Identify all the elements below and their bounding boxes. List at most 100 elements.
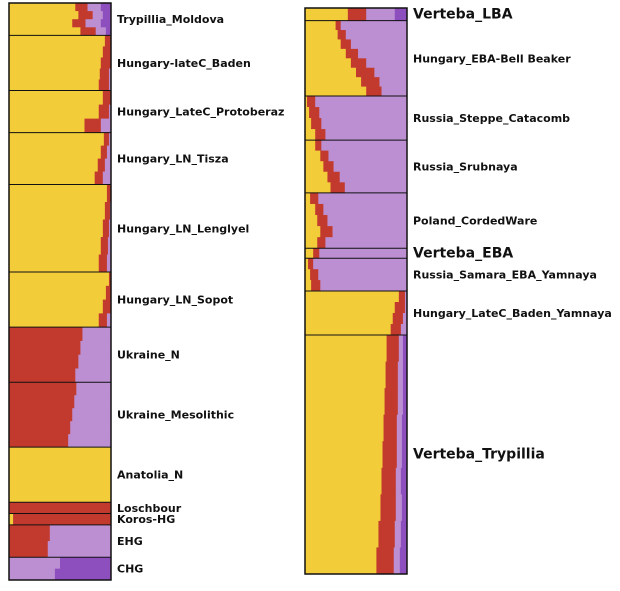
red-ancestry-segment xyxy=(383,414,398,442)
population-verteba-trypillia xyxy=(305,335,408,575)
red-ancestry-segment xyxy=(356,67,375,78)
yellow-ancestry-segment xyxy=(9,35,106,47)
red-ancestry-segment xyxy=(9,408,73,422)
lilac-ancestry-segment xyxy=(402,313,408,325)
lilac-ancestry-segment xyxy=(92,11,104,20)
red-ancestry-segment xyxy=(78,11,94,20)
red-ancestry-segment xyxy=(394,302,406,314)
yellow-ancestry-segment xyxy=(305,67,357,78)
yellow-ancestry-segment xyxy=(9,19,73,28)
purple-ancestry-segment xyxy=(401,441,408,469)
red-ancestry-segment xyxy=(376,547,395,575)
yellow-ancestry-segment xyxy=(9,237,102,255)
yellow-ancestry-segment xyxy=(9,184,108,203)
yellow-ancestry-segment xyxy=(305,291,400,303)
lilac-ancestry-segment xyxy=(82,327,112,342)
lilac-ancestry-segment xyxy=(397,388,404,416)
lilac-ancestry-segment xyxy=(106,313,112,328)
yellow-ancestry-segment xyxy=(305,280,312,292)
lilac-ancestry-segment xyxy=(75,368,112,383)
population-poland-cordedware xyxy=(305,192,408,249)
yellow-ancestry-segment xyxy=(305,48,347,59)
population-hungary-eba-bell-beaker xyxy=(305,20,408,97)
yellow-ancestry-segment xyxy=(9,3,76,12)
lilac-ancestry-segment xyxy=(68,434,112,448)
lilac-ancestry-segment xyxy=(100,118,112,134)
yellow-ancestry-segment xyxy=(305,86,367,97)
red-ancestry-segment xyxy=(104,202,111,220)
lilac-ancestry-segment xyxy=(108,219,112,238)
lilac-ancestry-segment xyxy=(108,79,112,91)
red-ancestry-segment xyxy=(307,96,316,108)
red-ancestry-segment xyxy=(106,184,112,203)
lilac-ancestry-segment xyxy=(381,86,408,97)
yellow-ancestry-segment xyxy=(305,388,385,416)
yellow-ancestry-segment xyxy=(9,145,102,159)
yellow-ancestry-segment xyxy=(9,272,110,287)
yellow-ancestry-segment xyxy=(305,269,311,281)
population-label: Poland_CordedWare xyxy=(413,215,537,228)
lilac-ancestry-segment xyxy=(95,27,107,36)
purple-ancestry-segment xyxy=(401,414,408,442)
lilac-ancestry-segment xyxy=(319,248,408,259)
population-label: Ukraine_N xyxy=(117,349,180,362)
red-ancestry-segment xyxy=(310,269,319,281)
population-russia-samara-eba-yamnaya xyxy=(305,258,408,292)
population-label: Hungary_LN_Tisza xyxy=(117,153,229,166)
red-ancestry-segment xyxy=(313,248,320,259)
population-label: Verteba_EBA xyxy=(413,245,513,261)
yellow-ancestry-segment xyxy=(305,494,381,522)
lilac-ancestry-segment xyxy=(72,408,112,422)
yellow-ancestry-segment xyxy=(9,254,100,273)
yellow-ancestry-segment xyxy=(305,361,386,389)
red-ancestry-segment xyxy=(384,388,399,416)
lilac-ancestry-segment xyxy=(395,467,402,495)
yellow-ancestry-segment xyxy=(305,215,318,227)
red-ancestry-segment xyxy=(9,368,76,383)
yellow-ancestry-segment xyxy=(9,118,85,134)
lilac-ancestry-segment xyxy=(358,48,408,59)
red-ancestry-segment xyxy=(315,203,324,216)
population-label: Verteba_Trypillia xyxy=(413,447,545,463)
yellow-ancestry-segment xyxy=(9,104,100,120)
red-ancestry-segment xyxy=(337,30,347,40)
red-ancestry-segment xyxy=(9,327,83,342)
red-ancestry-segment xyxy=(84,118,102,134)
yellow-ancestry-segment xyxy=(305,192,311,205)
population-hungary-latec-baden-yamnaya xyxy=(305,291,408,336)
yellow-ancestry-segment xyxy=(305,140,316,152)
population-label: Loschbour xyxy=(117,502,182,515)
yellow-ancestry-segment xyxy=(305,30,339,40)
lilac-ancestry-segment xyxy=(318,192,408,205)
lilac-ancestry-segment xyxy=(404,291,408,303)
lilac-ancestry-segment xyxy=(106,145,112,159)
red-ancestry-segment xyxy=(9,340,81,356)
population-koros-hg xyxy=(9,513,112,526)
lilac-ancestry-segment xyxy=(325,237,408,249)
red-ancestry-segment xyxy=(390,324,402,336)
purple-ancestry-segment xyxy=(402,388,408,416)
red-ancestry-segment xyxy=(315,129,326,141)
yellow-ancestry-segment xyxy=(305,520,379,548)
population-russia-steppe-catacomb xyxy=(305,96,408,141)
lilac-ancestry-segment xyxy=(106,254,112,273)
lilac-ancestry-segment xyxy=(85,19,102,28)
red-ancestry-segment xyxy=(99,68,110,80)
red-ancestry-segment xyxy=(9,421,71,435)
red-ancestry-segment xyxy=(9,502,112,514)
lilac-ancestry-segment xyxy=(394,520,402,548)
lilac-ancestry-segment xyxy=(327,215,408,227)
population-label: Hungary_LateC_Protoberaz xyxy=(117,106,284,119)
lilac-ancestry-segment xyxy=(108,104,112,120)
red-ancestry-segment xyxy=(103,132,110,147)
population-label: Verteba_LBA xyxy=(413,6,513,22)
lilac-ancestry-segment xyxy=(339,171,408,183)
red-ancestry-segment xyxy=(335,20,342,31)
population-label: CHG xyxy=(117,563,143,576)
population-ukraine-mesolithic xyxy=(9,382,112,448)
purple-ancestry-segment xyxy=(102,11,112,20)
yellow-ancestry-segment xyxy=(305,324,392,336)
purple-ancestry-segment xyxy=(401,494,408,522)
red-ancestry-segment xyxy=(385,361,399,389)
